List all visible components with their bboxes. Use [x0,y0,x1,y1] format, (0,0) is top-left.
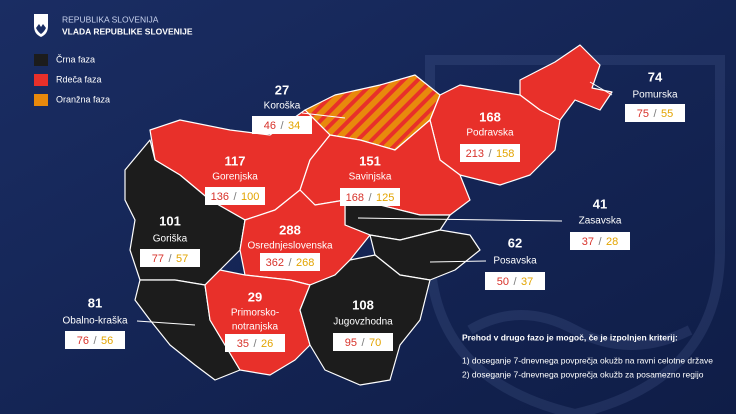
region-name: Pomurska [632,90,677,101]
region-box-separator: / [288,257,292,269]
region-box-left: 77 [152,253,164,265]
region-shape [134,279,241,381]
region-box-separator: / [280,120,284,132]
region-box-right: 158 [496,148,514,160]
region-box [65,331,125,349]
region-box-left: 75 [637,108,649,120]
region-name: Podravska [466,128,514,139]
region-box [140,249,200,267]
region-box [260,253,320,271]
region-name: Posavska [493,256,537,267]
region-name: Primorsko- [231,308,279,319]
region-box-separator: / [488,148,492,160]
region-box [460,144,520,162]
region-box-right: 56 [101,335,113,347]
region-box-left: 46 [264,120,276,132]
region-box-right: 26 [261,338,273,350]
region-box-right: 125 [376,192,394,204]
region-value: 101 [159,213,181,228]
header-line2: VLADA REPUBLIKE SLOVENIJE [62,26,193,36]
region-shape [299,254,431,386]
region-name: Jugovzhodna [333,317,393,328]
region-box-right: 100 [241,191,259,203]
region-box [225,334,285,352]
region-box [333,333,393,351]
region-name: Savinjska [349,172,392,183]
region-box-separator: / [361,337,365,349]
region-value: 151 [359,153,381,168]
region-box-right: 57 [176,253,188,265]
region-value: 81 [88,295,102,310]
region-name: notranjska [232,322,279,333]
region-box-right: 34 [288,120,300,132]
region-value: 62 [508,235,522,250]
region-value: 27 [275,82,289,97]
region-box [485,272,545,290]
region-box [625,104,685,122]
header-line1: REPUBLIKA SLOVENIJA [62,14,159,24]
region-box-right: 55 [661,108,673,120]
region-box [252,116,312,134]
region-box-left: 362 [266,257,284,269]
region-name: Koroška [264,101,301,112]
region-box-left: 76 [77,335,89,347]
region-box-right: 268 [296,257,314,269]
region-box [570,232,630,250]
legend-label: Črna faza [56,54,95,64]
region-value: 168 [479,109,501,124]
region-box-left: 136 [211,191,229,203]
region-box-right: 70 [369,337,381,349]
region-box-separator: / [513,276,517,288]
region-box-separator: / [233,191,237,203]
logo [34,14,48,37]
leader-lines [136,81,613,326]
region-box-left: 213 [466,148,484,160]
region-name: Obalno-kraška [62,316,127,327]
legend-swatch [34,94,48,106]
region-box-right: 28 [606,236,618,248]
region-box-separator: / [168,253,172,265]
region-box [340,188,400,206]
region-name: Osrednjeslovenska [247,241,332,252]
region-box-left: 95 [345,337,357,349]
region-value: 288 [279,222,301,237]
region-name: Goriška [153,234,188,245]
region-value: 29 [248,289,262,304]
region-box-left: 35 [237,338,249,350]
region-labels: 27 Koroška 46 / 34 74 Pomurska 75 / 55 168 Podravsk… [62,69,685,352]
region-value: 117 [225,153,246,168]
region-name: Gorenjska [212,172,258,183]
legend-label: Oranžna faza [56,94,110,104]
region-value: 74 [648,69,663,84]
criteria-item: 2) doseganje 7-dnevnega povprečja okužb … [462,369,704,379]
region-box-separator: / [653,108,657,120]
region-box-separator: / [93,335,97,347]
legend-swatch [34,54,48,66]
region-box-separator: / [253,338,257,350]
legend: Črna faza Rdeča faza Oranžna faza [34,54,110,106]
legend-label: Rdeča faza [56,74,102,84]
region-box-left: 37 [582,236,594,248]
region-box-left: 168 [346,192,364,204]
region-box [205,187,265,205]
legend-swatch [34,74,48,86]
region-value: 41 [593,196,607,211]
criteria-heading: Prehod v drugo fazo je mogoč, če je izpo… [462,332,678,342]
region-box-separator: / [368,192,372,204]
region-value: 108 [352,297,374,312]
region-box-right: 37 [521,276,533,288]
region-box-left: 50 [497,276,509,288]
region-name: Zasavska [579,216,622,227]
region-box-separator: / [598,236,602,248]
criteria-item: 1) doseganje 7-dnevnega povprečja okužb … [462,355,713,365]
